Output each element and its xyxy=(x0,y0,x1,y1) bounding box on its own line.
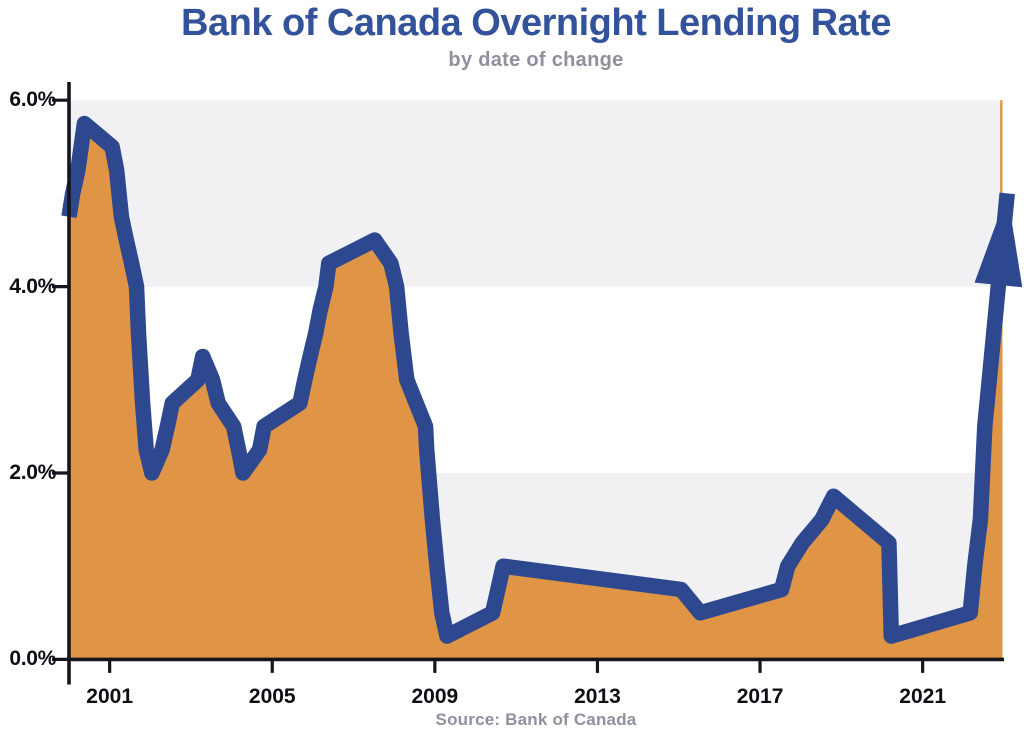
chart-subtitle: by date of change xyxy=(448,49,624,71)
x-axis-label-2005: 2005 xyxy=(248,685,296,708)
y-axis-label-4.0%: 4.0% xyxy=(9,274,56,298)
x-axis-label-2001: 2001 xyxy=(86,685,133,708)
source-note: Source: Bank of Canada xyxy=(435,710,637,729)
x-axis-label-2013: 2013 xyxy=(574,685,621,708)
y-axis-label-0.0%: 0.0% xyxy=(9,647,56,671)
rate-area xyxy=(69,123,1003,661)
rate-line xyxy=(61,115,1015,644)
y-axis-label-6.0%: 6.0% xyxy=(9,88,56,112)
chart-title: Bank of Canada Overnight Lending Rate xyxy=(181,2,891,44)
x-axis-label-2017: 2017 xyxy=(736,685,784,708)
background-band-0 xyxy=(69,100,1003,287)
x-axis-label-2021: 2021 xyxy=(899,685,946,708)
arrow-head-icon xyxy=(974,193,1023,288)
y-axis-label-2.0%: 2.0% xyxy=(9,461,56,484)
x-axis-label-2009: 2009 xyxy=(411,685,459,708)
